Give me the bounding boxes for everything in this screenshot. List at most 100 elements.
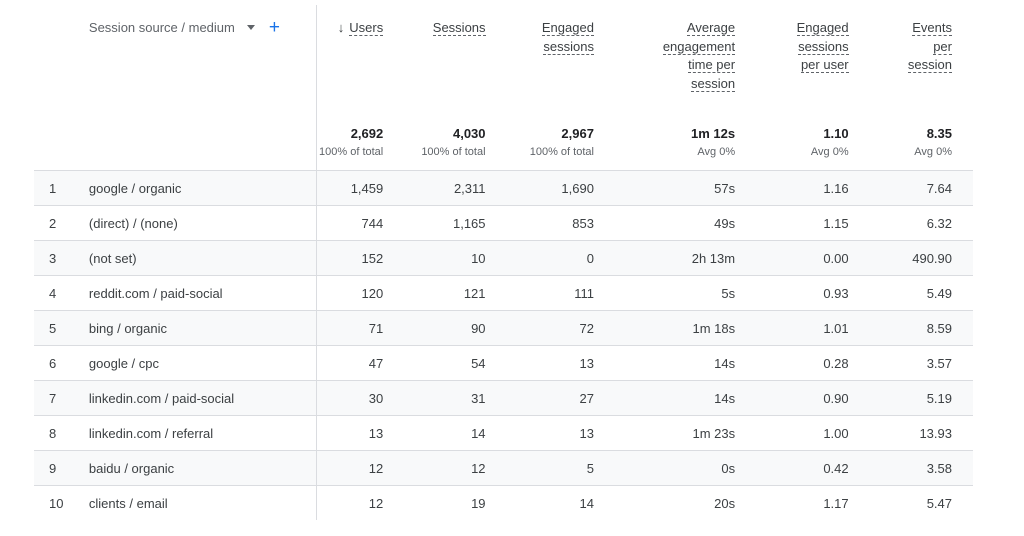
row-dimension[interactable]: bing / organic (74, 310, 317, 346)
column-header-engaged-sessions-per-user[interactable]: Engaged sessions per user (756, 5, 870, 122)
cell-sessions: 14 (404, 415, 507, 451)
column-header-label[interactable]: Events (912, 20, 952, 36)
dimension-header-cell: Session source / medium + (75, 5, 316, 122)
total-value: 1.10 (823, 126, 849, 141)
cell-sessions: 12 (404, 450, 507, 486)
report-table: Session source / medium + ↓ Users Session… (34, 5, 973, 520)
dropdown-arrow-icon[interactable] (246, 25, 255, 30)
row-dimension[interactable]: baidu / organic (74, 450, 317, 486)
cell-users: 744 (315, 205, 405, 241)
total-value: 4,030 (452, 126, 486, 141)
column-header-label[interactable]: per (933, 38, 952, 55)
dimension-selector[interactable]: Session source / medium (88, 20, 235, 35)
cell-avg-engagement-time: 14s (614, 345, 757, 381)
cell-engaged-sessions: 5 (506, 450, 615, 486)
column-header-label[interactable]: engagement (662, 38, 736, 55)
cell-events-per-session: 5.49 (869, 275, 973, 311)
cell-sessions: 19 (404, 485, 507, 520)
cell-engaged-sessions-per-user: 0.00 (756, 240, 870, 276)
column-header-label[interactable]: session (907, 57, 952, 73)
plus-icon[interactable]: + (268, 16, 280, 38)
cell-engaged-sessions-per-user: 1.16 (756, 170, 870, 206)
column-header-label[interactable]: time per (688, 57, 736, 73)
table-row[interactable]: 1 google / organic 1,459 2,311 1,690 57s… (34, 170, 973, 206)
cell-users: 71 (315, 310, 405, 346)
cell-engaged-sessions-per-user: 0.90 (756, 380, 870, 416)
column-header-label[interactable]: Engaged (796, 20, 849, 36)
total-subtext: 100% of total (421, 146, 486, 158)
row-dimension[interactable]: reddit.com / paid-social (74, 275, 317, 311)
cell-avg-engagement-time: 5s (614, 275, 757, 311)
cell-engaged-sessions: 72 (506, 310, 615, 346)
cell-engaged-sessions-per-user: 0.42 (756, 450, 870, 486)
cell-engaged-sessions: 13 (506, 345, 615, 381)
row-index: 4 (34, 275, 75, 311)
column-header-label[interactable]: per user (800, 57, 849, 73)
cell-engaged-sessions-per-user: 1.01 (756, 310, 870, 346)
total-value: 1m 12s (691, 126, 736, 141)
row-index: 10 (34, 485, 75, 520)
table-row[interactable]: 10 clients / email 12 19 14 20s 1.17 5.4… (34, 485, 973, 520)
column-header-avg-engagement-time[interactable]: Average engagement time per session (615, 5, 756, 122)
table-row[interactable]: 4 reddit.com / paid-social 120 121 111 5… (34, 275, 973, 311)
cell-users: 13 (315, 415, 405, 451)
column-header-users[interactable]: ↓ Users (315, 5, 405, 122)
sort-down-icon: ↓ (337, 20, 345, 35)
row-dimension[interactable]: linkedin.com / paid-social (74, 380, 317, 416)
cell-engaged-sessions: 0 (506, 240, 615, 276)
row-dimension[interactable]: (not set) (74, 240, 317, 276)
cell-events-per-session: 7.64 (869, 170, 973, 206)
cell-sessions: 54 (404, 345, 507, 381)
row-index: 7 (34, 380, 75, 416)
row-dimension[interactable]: linkedin.com / referral (74, 415, 317, 451)
cell-avg-engagement-time: 20s (614, 485, 757, 520)
cell-engaged-sessions: 111 (506, 275, 615, 311)
cell-users: 12 (315, 485, 405, 520)
table-row[interactable]: 5 bing / organic 71 90 72 1m 18s 1.01 8.… (34, 310, 973, 346)
column-header-label[interactable]: sessions (543, 38, 594, 55)
report-table-container: Session source / medium + ↓ Users Session… (34, 5, 973, 520)
column-header-label[interactable]: Sessions (432, 20, 486, 36)
cell-engaged-sessions: 27 (506, 380, 615, 416)
cell-events-per-session: 13.93 (869, 415, 973, 451)
row-dimension[interactable]: google / organic (74, 170, 317, 206)
table-row[interactable]: 3 (not set) 152 10 0 2h 13m 0.00 490.90 (34, 240, 973, 276)
row-dimension[interactable]: (direct) / (none) (74, 205, 317, 241)
row-index: 8 (34, 415, 75, 451)
table-row[interactable]: 8 linkedin.com / referral 13 14 13 1m 23… (34, 415, 973, 451)
total-value: 2,967 (561, 126, 594, 141)
table-row[interactable]: 6 google / cpc 47 54 13 14s 0.28 3.57 (34, 345, 973, 381)
column-header-sessions[interactable]: Sessions (404, 5, 506, 122)
cell-events-per-session: 3.57 (869, 345, 973, 381)
column-header-engaged-sessions[interactable]: Engaged sessions (507, 5, 615, 122)
row-dimension[interactable]: clients / email (74, 485, 317, 520)
cell-avg-engagement-time: 0s (614, 450, 757, 486)
cell-sessions: 10 (404, 240, 507, 276)
total-subtext: 100% of total (319, 146, 384, 158)
total-subtext: 100% of total (529, 146, 594, 158)
total-subtext: Avg 0% (914, 146, 952, 158)
cell-users: 152 (315, 240, 405, 276)
cell-engaged-sessions-per-user: 1.17 (756, 485, 870, 520)
column-header-label[interactable]: Average (686, 20, 736, 36)
total-value: 2,692 (350, 126, 384, 141)
total-subtext: Avg 0% (810, 146, 849, 158)
table-row[interactable]: 7 linkedin.com / paid-social 30 31 27 14… (34, 380, 973, 416)
row-index: 6 (34, 345, 75, 381)
table-row[interactable]: 2 (direct) / (none) 744 1,165 853 49s 1.… (34, 205, 973, 241)
cell-engaged-sessions-per-user: 1.15 (756, 205, 870, 241)
cell-avg-engagement-time: 14s (614, 380, 757, 416)
column-header-events-per-session[interactable]: Events per session (870, 5, 973, 122)
row-index: 5 (34, 310, 75, 346)
column-header-label[interactable]: sessions (798, 38, 849, 55)
total-engaged-sessions: 2,967 100% of total (507, 122, 615, 171)
total-avg-engagement-time: 1m 12s Avg 0% (615, 122, 756, 171)
row-index: 3 (34, 240, 75, 276)
column-header-label[interactable]: Engaged (541, 20, 594, 36)
cell-events-per-session: 8.59 (869, 310, 973, 346)
row-dimension[interactable]: google / cpc (74, 345, 317, 381)
column-header-label[interactable]: Users (349, 20, 384, 36)
column-header-label[interactable]: session (691, 75, 736, 92)
cell-users: 12 (315, 450, 405, 486)
table-row[interactable]: 9 baidu / organic 12 12 5 0s 0.42 3.58 (34, 450, 973, 486)
